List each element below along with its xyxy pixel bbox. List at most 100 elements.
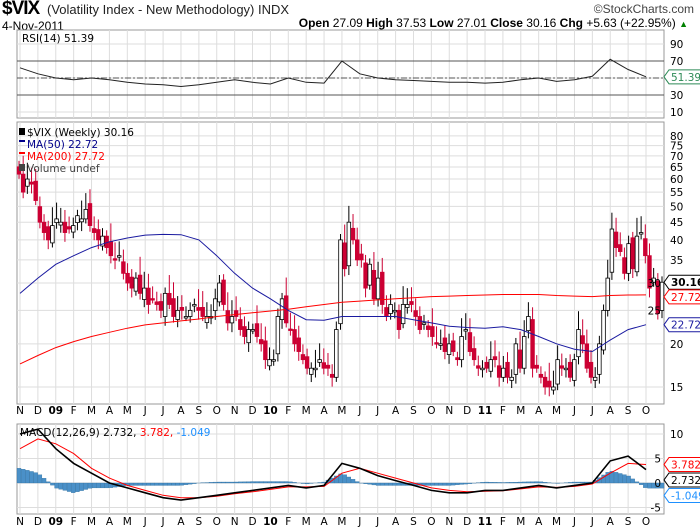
macd-last-label-box: [663, 472, 700, 488]
macd-hist-last-label-box: [663, 487, 700, 503]
macd-histogram-bar: [50, 482, 55, 486]
candle: [417, 316, 423, 330]
candle: [467, 332, 473, 352]
macd-signal-last-label: 3.782: [671, 459, 700, 471]
macd-signal-line: [19, 438, 647, 499]
month-label: J: [161, 516, 165, 528]
price-tick-label: 20: [670, 339, 683, 351]
candle: [158, 301, 164, 311]
legend-swatch-1: [19, 140, 25, 142]
macd-title-value: 3.782,: [140, 427, 177, 439]
ma200-last-label-box: [663, 289, 700, 305]
candle: [313, 367, 318, 371]
month-label: A: [177, 516, 185, 528]
up-arrow-icon: ▲: [679, 19, 688, 29]
macd-histogram-bar: [242, 481, 247, 484]
month-label: D: [34, 405, 42, 417]
candle: [409, 301, 414, 305]
candle: [451, 340, 456, 352]
month-label: N: [16, 516, 24, 528]
candle: [238, 319, 243, 330]
month-label: A: [106, 405, 114, 417]
macd-histogram-bar: [363, 482, 368, 484]
symbol: $VIX: [2, 0, 40, 19]
candle: [62, 221, 68, 233]
candle: [196, 307, 201, 311]
macd-histogram-bar: [355, 481, 360, 484]
rsi-panel-frame: [16, 29, 665, 119]
candle: [58, 221, 63, 226]
month-label: D: [463, 516, 471, 528]
month-label: 09: [48, 405, 63, 417]
copyright: ©StockCharts.com: [593, 2, 694, 16]
candle: [421, 322, 427, 325]
price-tick-label: 75: [670, 141, 683, 153]
candle: [476, 365, 481, 369]
candle: [66, 226, 72, 230]
candle: [229, 316, 235, 324]
macd-histogram-bar: [96, 482, 101, 489]
candle: [592, 376, 598, 381]
month-label: M: [337, 516, 346, 528]
candle: [559, 365, 564, 369]
month-label: O: [642, 516, 650, 528]
price-tick-label: 50: [670, 201, 683, 213]
candle: [496, 365, 502, 378]
chg-value: +5.63 (+22.95%): [586, 16, 676, 30]
candle: [321, 362, 326, 369]
month-label: A: [535, 516, 543, 528]
macd-histogram-bar: [451, 482, 456, 486]
macd-histogram-bar: [580, 481, 585, 484]
macd-histogram-bar: [634, 481, 640, 484]
month-label: M: [123, 405, 132, 417]
month-label: N: [16, 405, 24, 417]
candle: [125, 272, 130, 284]
month-label: D: [248, 516, 256, 528]
macd-histogram-bar: [501, 482, 506, 484]
month-label: N: [231, 516, 239, 528]
candle: [522, 336, 527, 369]
month-label: O: [642, 405, 650, 417]
macd-tick-label: -5: [651, 503, 661, 515]
open-label: Open: [298, 16, 330, 30]
month-label: M: [302, 405, 311, 417]
macd-histogram-bar: [25, 470, 30, 484]
candle: [534, 364, 539, 369]
price-tick-label: 15: [670, 382, 683, 394]
candle: [492, 356, 498, 361]
price-last-label-box: [663, 274, 700, 290]
month-label: J: [375, 405, 379, 417]
candle: [25, 178, 30, 187]
macd-histogram-bar: [438, 482, 443, 486]
candle: [233, 310, 239, 317]
candle: [455, 357, 460, 361]
macd-histogram-bar: [446, 482, 452, 486]
macd-title-value: -1.049: [177, 427, 211, 439]
macd-histogram-bar: [162, 482, 168, 486]
month-label: F: [285, 516, 291, 528]
month-label: F: [500, 516, 506, 528]
macd-histogram-bar: [213, 481, 218, 484]
macd-histogram-bar: [350, 479, 356, 484]
candle: [242, 326, 247, 337]
candle: [279, 298, 285, 320]
macd-histogram-bar: [334, 475, 339, 484]
month-label: M: [123, 516, 132, 528]
month-label: A: [607, 516, 615, 528]
month-label: 10: [263, 516, 278, 528]
macd-histogram-bar: [572, 481, 577, 484]
month-label: J: [161, 405, 165, 417]
macd-histogram-bar: [263, 481, 268, 484]
month-label: M: [552, 405, 561, 417]
macd-histogram-bar: [150, 482, 155, 486]
candle: [400, 304, 406, 325]
candle: [167, 292, 172, 305]
candle: [576, 329, 581, 358]
macd-histogram-bar: [104, 482, 109, 489]
candle: [630, 237, 635, 270]
candle: [651, 277, 656, 283]
candle: [325, 364, 331, 369]
candle: [338, 239, 343, 325]
close-value: 30.16: [526, 16, 557, 30]
macd-histogram-bar: [33, 472, 38, 484]
